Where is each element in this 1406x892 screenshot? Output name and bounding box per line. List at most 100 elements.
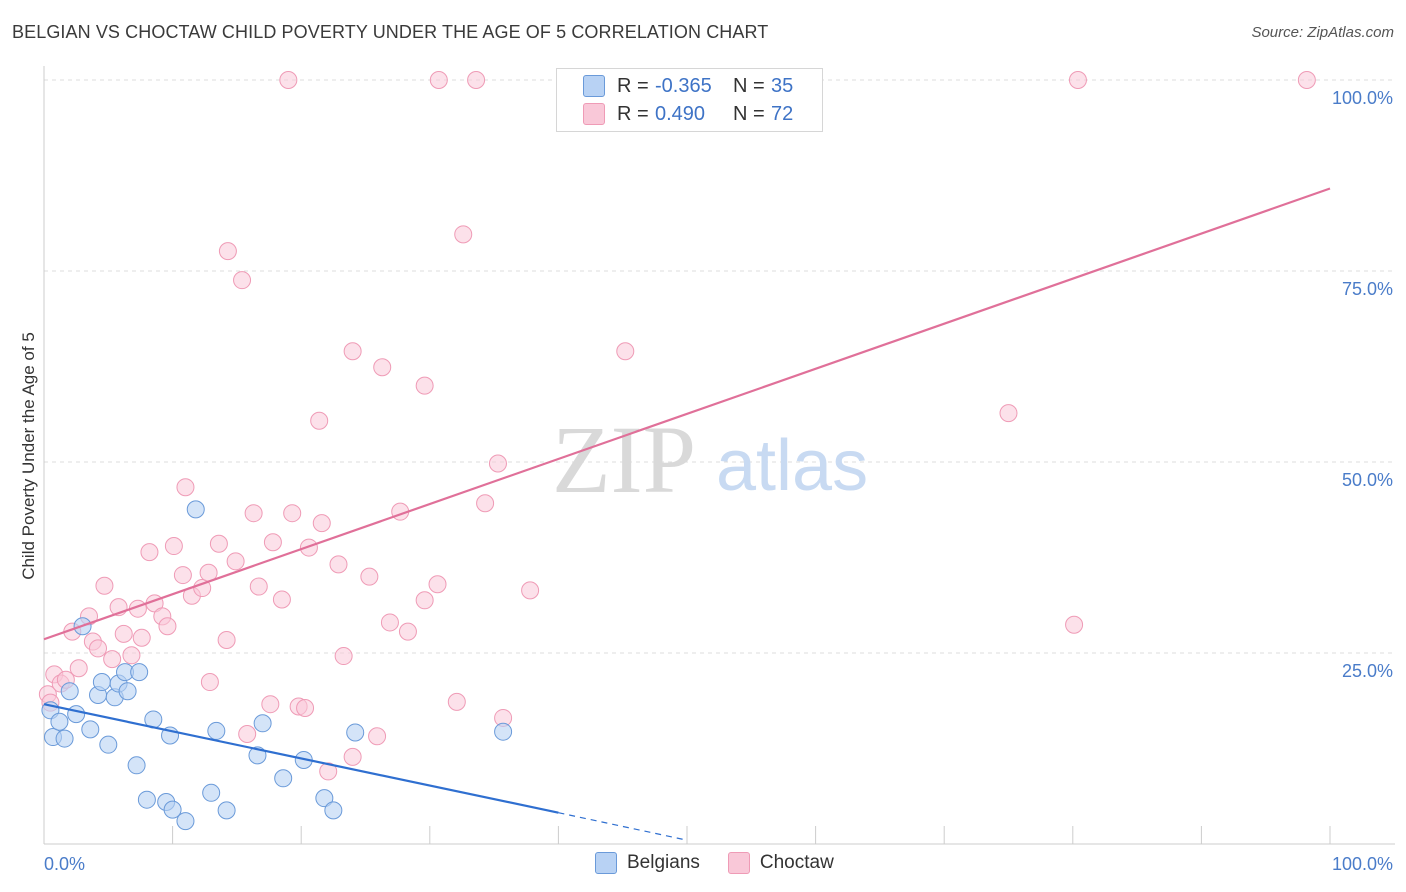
- choctaw-point: [368, 727, 387, 746]
- choctaw-point: [999, 404, 1018, 423]
- choctaw-point: [1065, 615, 1084, 634]
- belgians-point: [118, 682, 137, 701]
- belgians-point: [81, 720, 100, 739]
- grid-lines: [44, 79, 1395, 654]
- belgians-point: [202, 783, 221, 802]
- x-tick-labels: 0.0% 100.0%: [44, 854, 1393, 874]
- choctaw-point: [415, 376, 434, 395]
- choctaw-point: [616, 342, 635, 361]
- x-tick-label: 100.0%: [1332, 854, 1393, 874]
- choctaw-point: [218, 242, 237, 261]
- belgians-point: [163, 800, 182, 819]
- y-tick-label: 75.0%: [1342, 279, 1393, 299]
- correlation-legend: R = -0.365 N = 35 R = 0.490 N = 72: [556, 68, 823, 132]
- choctaw-point: [200, 673, 219, 692]
- choctaw-point: [1068, 71, 1087, 89]
- x-tick-label: 0.0%: [44, 854, 85, 874]
- choctaw-point: [447, 692, 466, 711]
- choctaw-point: [173, 566, 192, 585]
- chart-title: BELGIAN VS CHOCTAW CHILD POVERTY UNDER T…: [12, 22, 769, 42]
- legend-n-label: N =: [733, 74, 765, 97]
- legend-r-value: -0.365: [655, 74, 712, 97]
- choctaw-point: [279, 71, 298, 89]
- choctaw-point: [380, 613, 399, 632]
- series-legend: Belgians Choctaw: [595, 852, 862, 874]
- belgians-point: [137, 790, 156, 809]
- choctaw-point: [296, 699, 315, 718]
- legend-r-value: 0.490: [655, 102, 706, 125]
- choctaw-swatch: [583, 103, 605, 125]
- chart-source: Source: ZipAtlas.com: [1251, 24, 1394, 41]
- belgians-point: [92, 673, 111, 692]
- belgians-legend-swatch: [595, 852, 617, 874]
- belgians-point: [99, 735, 118, 754]
- choctaw-point: [476, 494, 495, 513]
- choctaw-point: [69, 659, 88, 678]
- choctaw-legend-swatch: [727, 852, 750, 874]
- belgians-legend-label: Belgians: [627, 852, 700, 873]
- choctaw-point: [343, 342, 362, 361]
- choctaw-point: [373, 358, 392, 377]
- choctaw-point: [209, 534, 228, 553]
- belgians-point: [315, 789, 334, 808]
- belgians-point: [207, 721, 226, 740]
- belgians-point: [494, 722, 513, 741]
- legend-n-value: 35: [771, 74, 794, 97]
- legend-n-label: N =: [733, 102, 765, 125]
- legend-row-belgians: R = -0.365 N = 35: [557, 73, 793, 99]
- choctaw-point: [132, 628, 151, 647]
- y-tick-label: 50.0%: [1342, 470, 1393, 490]
- legend-r-label: R =: [617, 74, 649, 97]
- choctaw-point: [95, 576, 114, 595]
- belgians-points: [41, 500, 513, 831]
- belgians-point: [60, 682, 79, 701]
- choctaw-point: [140, 543, 159, 562]
- watermark: ZIP atlas: [552, 406, 868, 513]
- choctaw-point: [226, 552, 245, 571]
- y-axis-label: Child Poverty Under the Age of 5: [19, 332, 38, 580]
- belgians-point: [50, 712, 69, 731]
- legend-item-belgians[interactable]: Belgians: [595, 852, 700, 874]
- watermark-atlas: atlas: [716, 426, 868, 506]
- y-tick-label: 100.0%: [1332, 88, 1393, 108]
- choctaw-point: [319, 762, 338, 781]
- y-tick-label: 25.0%: [1342, 661, 1393, 681]
- choctaw-point: [114, 624, 133, 643]
- legend-row-choctaw: R = 0.490 N = 72: [557, 101, 793, 127]
- belgians-point: [176, 812, 195, 831]
- choctaw-point: [263, 533, 282, 552]
- choctaw-point: [244, 504, 263, 523]
- belgians-point: [217, 801, 236, 820]
- choctaw-point: [467, 71, 486, 89]
- belgians-point: [324, 801, 343, 820]
- belgians-trend-line: [43, 703, 559, 814]
- choctaw-point: [398, 622, 417, 641]
- choctaw-point: [176, 478, 195, 497]
- belgians-point: [130, 663, 149, 682]
- belgians-swatch: [583, 75, 605, 97]
- choctaw-point: [454, 225, 473, 244]
- choctaw-trend-line: [43, 187, 1331, 641]
- choctaw-point: [312, 514, 331, 533]
- choctaw-point: [334, 647, 353, 666]
- choctaw-legend-label: Choctaw: [759, 852, 834, 873]
- choctaw-point: [488, 454, 507, 473]
- choctaw-point: [193, 579, 212, 598]
- trend-lines: [43, 187, 1331, 841]
- legend-item-choctaw[interactable]: Choctaw: [727, 852, 834, 874]
- choctaw-point: [521, 581, 540, 600]
- choctaw-point: [272, 590, 291, 609]
- belgians-point: [67, 705, 86, 724]
- choctaw-point: [429, 71, 448, 89]
- choctaw-point: [249, 577, 268, 596]
- y-tick-labels: 25.0% 50.0% 75.0% 100.0%: [1332, 88, 1393, 681]
- belgians-point: [274, 769, 293, 788]
- legend-r-label: R =: [617, 102, 649, 125]
- watermark-zip: ZIP: [552, 406, 696, 513]
- choctaw-point: [360, 567, 379, 586]
- choctaw-points: [38, 71, 1316, 781]
- choctaw-point: [233, 271, 252, 290]
- legend-n-value: 72: [771, 102, 794, 125]
- choctaw-point: [299, 538, 318, 557]
